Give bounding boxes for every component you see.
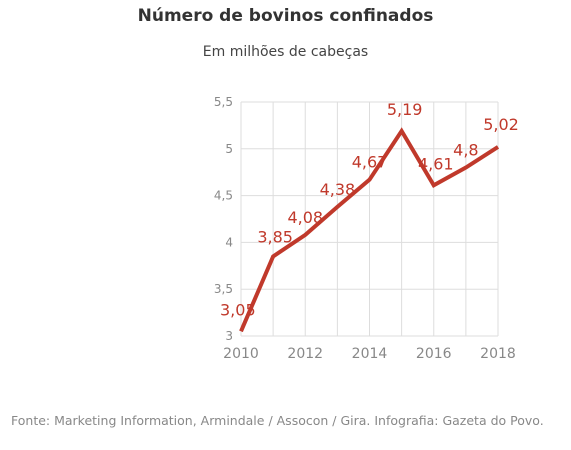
x-tick-label: 2010 <box>223 346 259 362</box>
y-tick-label: 3,5 <box>214 282 233 296</box>
y-tick-label: 4 <box>225 235 233 249</box>
source-note: Fonte: Marketing Information, Armindale … <box>11 413 544 428</box>
data-label: 4,61 <box>418 154 454 173</box>
data-label: 4,38 <box>320 180 356 199</box>
x-tick-label: 2014 <box>352 346 388 362</box>
y-tick-label: 5 <box>225 142 233 156</box>
data-label: 4,08 <box>287 208 323 227</box>
x-tick-label: 2018 <box>480 346 516 362</box>
x-tick-label: 2012 <box>287 346 323 362</box>
data-label: 5,02 <box>483 115 519 134</box>
series-line <box>239 127 500 333</box>
data-label: 3,05 <box>220 300 256 319</box>
chart-title: Número de bovinos confinados <box>137 6 434 26</box>
x-tick-label: 2016 <box>416 346 452 362</box>
chart-subtitle: Em milhões de cabeças <box>202 44 369 60</box>
y-tick-label: 4,5 <box>214 189 233 203</box>
data-label: 5,19 <box>387 100 423 119</box>
data-label: 3,85 <box>257 227 293 246</box>
data-label: 4,8 <box>453 141 478 160</box>
data-label: 4,67 <box>352 153 388 172</box>
y-tick-label: 3 <box>225 329 233 343</box>
y-tick-label: 5,5 <box>214 95 233 109</box>
